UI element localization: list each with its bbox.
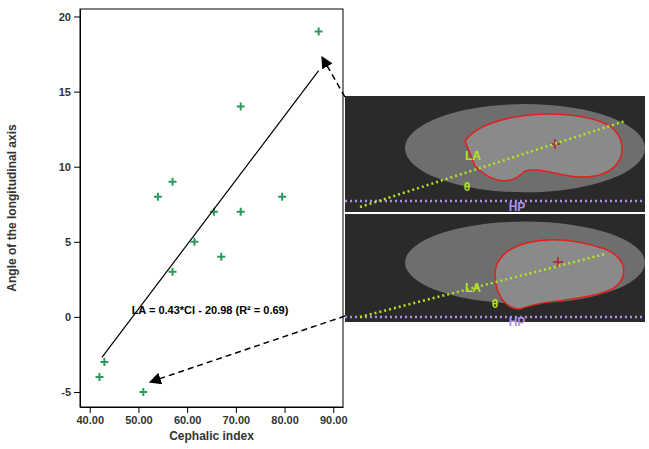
brain-outline bbox=[465, 114, 622, 181]
mri-inset: LA θ HP bbox=[345, 214, 645, 329]
centroid bbox=[553, 257, 563, 267]
x-axis-title: Cephalic index bbox=[169, 429, 254, 443]
y-tick-label: 20 bbox=[59, 11, 71, 23]
inset-label: LA bbox=[465, 281, 481, 295]
hp-line bbox=[345, 316, 645, 319]
y-tick-mark bbox=[74, 167, 80, 168]
hp-line bbox=[345, 200, 645, 203]
scatter-point bbox=[139, 388, 147, 396]
y-tick-label: 10 bbox=[59, 161, 71, 173]
la-line bbox=[360, 121, 625, 207]
x-tick: 60.00 bbox=[174, 407, 202, 426]
y-axis: -5 0 5 10 15 20 bbox=[59, 10, 81, 408]
plot-frame bbox=[80, 9, 343, 407]
fit-line bbox=[102, 71, 319, 358]
y-tick: -5 bbox=[61, 386, 80, 398]
x-tick-label: 80.00 bbox=[271, 414, 299, 426]
inset-label: θ bbox=[492, 297, 499, 311]
equation-annotation: LA = 0.43*CI - 20.98 (R² = 0.69) bbox=[132, 304, 289, 316]
y-tick-mark bbox=[74, 392, 80, 393]
y-tick-mark bbox=[74, 17, 80, 18]
y-axis-title: Angle of the longitudinal axis bbox=[5, 124, 19, 292]
plot-marks bbox=[95, 28, 322, 396]
x-tick-mark bbox=[285, 407, 286, 413]
scatter-point bbox=[169, 268, 177, 276]
y-tick: 20 bbox=[59, 11, 80, 23]
y-tick-label: 5 bbox=[65, 236, 71, 248]
x-tick: 80.00 bbox=[271, 407, 299, 426]
x-tick-mark bbox=[333, 407, 334, 413]
inset-label: HP bbox=[509, 200, 526, 214]
y-tick: 0 bbox=[65, 311, 80, 323]
x-tick-mark bbox=[187, 407, 188, 413]
x-tick-label: 90.00 bbox=[320, 414, 348, 426]
scatter-point bbox=[95, 373, 103, 381]
x-tick-label: 60.00 bbox=[174, 414, 202, 426]
y-axis-line bbox=[80, 10, 81, 408]
x-tick-mark bbox=[236, 407, 237, 413]
mri-inset: LA θ HP bbox=[345, 96, 645, 214]
y-tick-label: 0 bbox=[65, 311, 71, 323]
y-tick-mark bbox=[74, 92, 80, 93]
head-shape bbox=[405, 104, 645, 192]
figure: 40.00 50.00 60.00 70.00 80.00 90.00 -5 0 5 10 15 20… bbox=[0, 0, 649, 449]
scatter-point bbox=[237, 208, 245, 216]
y-tick: 5 bbox=[65, 236, 80, 248]
scatter-point bbox=[217, 253, 225, 261]
x-tick-label: 50.00 bbox=[125, 414, 153, 426]
x-tick: 70.00 bbox=[223, 407, 251, 426]
scatter-point bbox=[315, 28, 323, 36]
x-axis-line bbox=[81, 407, 344, 408]
pointer-arrow bbox=[150, 316, 345, 382]
inset-label: LA bbox=[465, 149, 481, 163]
x-tick: 90.00 bbox=[320, 407, 348, 426]
y-tick-mark bbox=[74, 242, 80, 243]
x-tick: 50.00 bbox=[125, 407, 153, 426]
scatter-point bbox=[154, 193, 162, 201]
x-tick: 40.00 bbox=[76, 407, 104, 426]
y-tick-mark bbox=[74, 317, 80, 318]
scatter-point bbox=[100, 358, 108, 366]
x-tick-mark bbox=[138, 407, 139, 413]
brain-outline bbox=[495, 240, 624, 309]
mri-image bbox=[345, 214, 645, 322]
mri-image bbox=[345, 96, 645, 212]
pointer-arrow bbox=[322, 57, 345, 97]
y-tick-label: -5 bbox=[61, 386, 71, 398]
y-tick: 15 bbox=[59, 86, 80, 98]
y-tick-label: 15 bbox=[59, 86, 71, 98]
scatter-point bbox=[237, 103, 245, 111]
la-line bbox=[360, 254, 605, 317]
inset-label: HP bbox=[509, 315, 526, 329]
x-tick-label: 40.00 bbox=[76, 414, 104, 426]
y-tick: 10 bbox=[59, 161, 80, 173]
x-tick-mark bbox=[90, 407, 91, 413]
x-tick-label: 70.00 bbox=[223, 414, 251, 426]
scatter-point bbox=[278, 193, 286, 201]
inset-label: θ bbox=[464, 180, 471, 194]
x-axis: 40.00 50.00 60.00 70.00 80.00 90.00 bbox=[76, 407, 347, 426]
scatter-point bbox=[169, 178, 177, 186]
